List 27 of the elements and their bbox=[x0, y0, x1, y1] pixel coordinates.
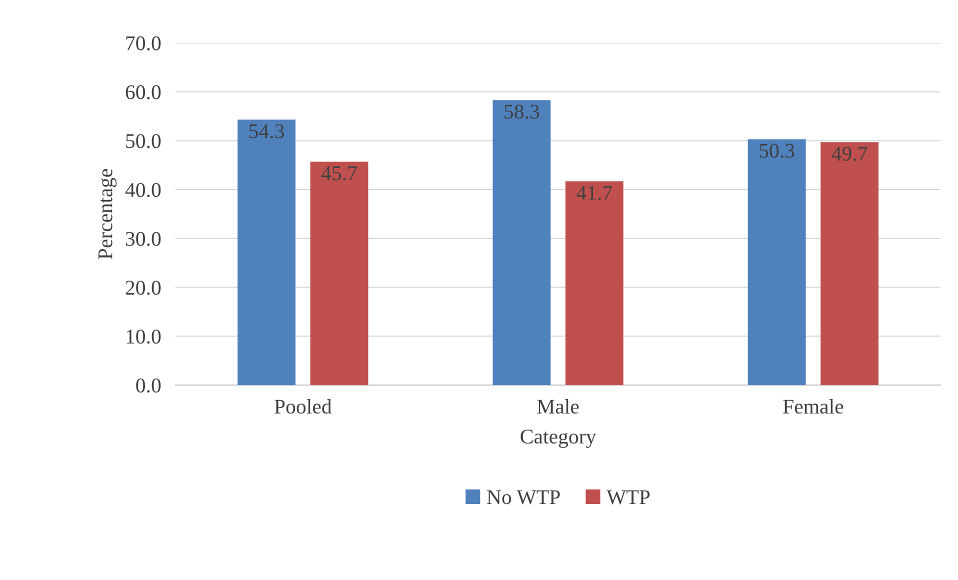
data-label: 50.3 bbox=[760, 144, 794, 158]
bar bbox=[748, 139, 806, 386]
y-axis-title: Percentage bbox=[98, 169, 117, 260]
y-tick-label: 70.0 bbox=[126, 36, 161, 50]
y-tick-label: 60.0 bbox=[126, 85, 161, 100]
bar bbox=[310, 162, 368, 386]
bar bbox=[238, 120, 296, 386]
data-label: 54.3 bbox=[250, 124, 284, 138]
y-tick-label: 40.0 bbox=[125, 182, 161, 198]
bar bbox=[820, 142, 878, 386]
y-tick-label: 0.0 bbox=[136, 378, 161, 393]
data-label: 58.3 bbox=[504, 104, 540, 119]
x-axis-title: Category bbox=[520, 430, 596, 448]
data-label: 41.7 bbox=[576, 186, 612, 200]
y-tick-label: 50.0 bbox=[126, 134, 161, 148]
bar bbox=[492, 100, 551, 386]
data-label: 45.7 bbox=[321, 166, 357, 180]
y-tick-label: 10.0 bbox=[126, 330, 161, 344]
legend-label: WTP bbox=[606, 490, 650, 504]
x-tick-label: Female bbox=[783, 399, 844, 414]
y-tick-label: 30.0 bbox=[126, 232, 161, 246]
x-tick-label: Pooled bbox=[274, 399, 332, 414]
data-label: 49.7 bbox=[832, 146, 868, 161]
y-tick-label: 20.0 bbox=[126, 280, 161, 295]
bar bbox=[565, 181, 624, 386]
legend-label: No WTP bbox=[487, 490, 560, 504]
x-tick-label: Male bbox=[537, 399, 579, 414]
